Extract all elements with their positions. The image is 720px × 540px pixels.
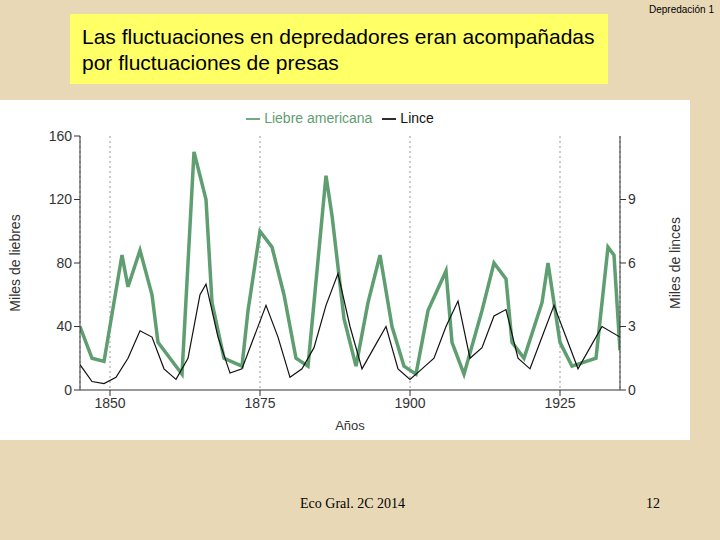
- svg-text:6: 6: [628, 255, 636, 271]
- html-text:Liebre americana: Liebre americana: [264, 110, 373, 126]
- svg-text:0: 0: [64, 382, 72, 398]
- svg-text:0: 0: [628, 382, 636, 398]
- svg-text:40: 40: [56, 318, 72, 334]
- svg-text:1875: 1875: [244, 395, 275, 411]
- html-text:Lince: Lince: [400, 110, 434, 126]
- svg-text:160: 160: [49, 128, 73, 144]
- svg-text:120: 120: [49, 191, 73, 207]
- svg-text:9: 9: [628, 191, 636, 207]
- html-text:Eco Gral. 2C 2014: Eco Gral. 2C 2014: [300, 496, 405, 511]
- svg-text:Miles de liebres: Miles de liebres: [8, 214, 23, 311]
- html-text:Las fluctuaciones en depredado: Las fluctuaciones en depredadores eran a…: [82, 25, 595, 74]
- svg-text:1925: 1925: [544, 395, 575, 411]
- svg-text:1850: 1850: [94, 395, 125, 411]
- svg-text:3: 3: [628, 318, 636, 334]
- html-text:Depredación 1: Depredación 1: [649, 4, 714, 15]
- html-text:12: 12: [646, 496, 660, 511]
- svg-text:80: 80: [56, 255, 72, 271]
- svg-text:Miles de linces: Miles de linces: [667, 217, 683, 309]
- svg-text:Años: Años: [335, 418, 365, 433]
- svg-text:1900: 1900: [394, 395, 425, 411]
